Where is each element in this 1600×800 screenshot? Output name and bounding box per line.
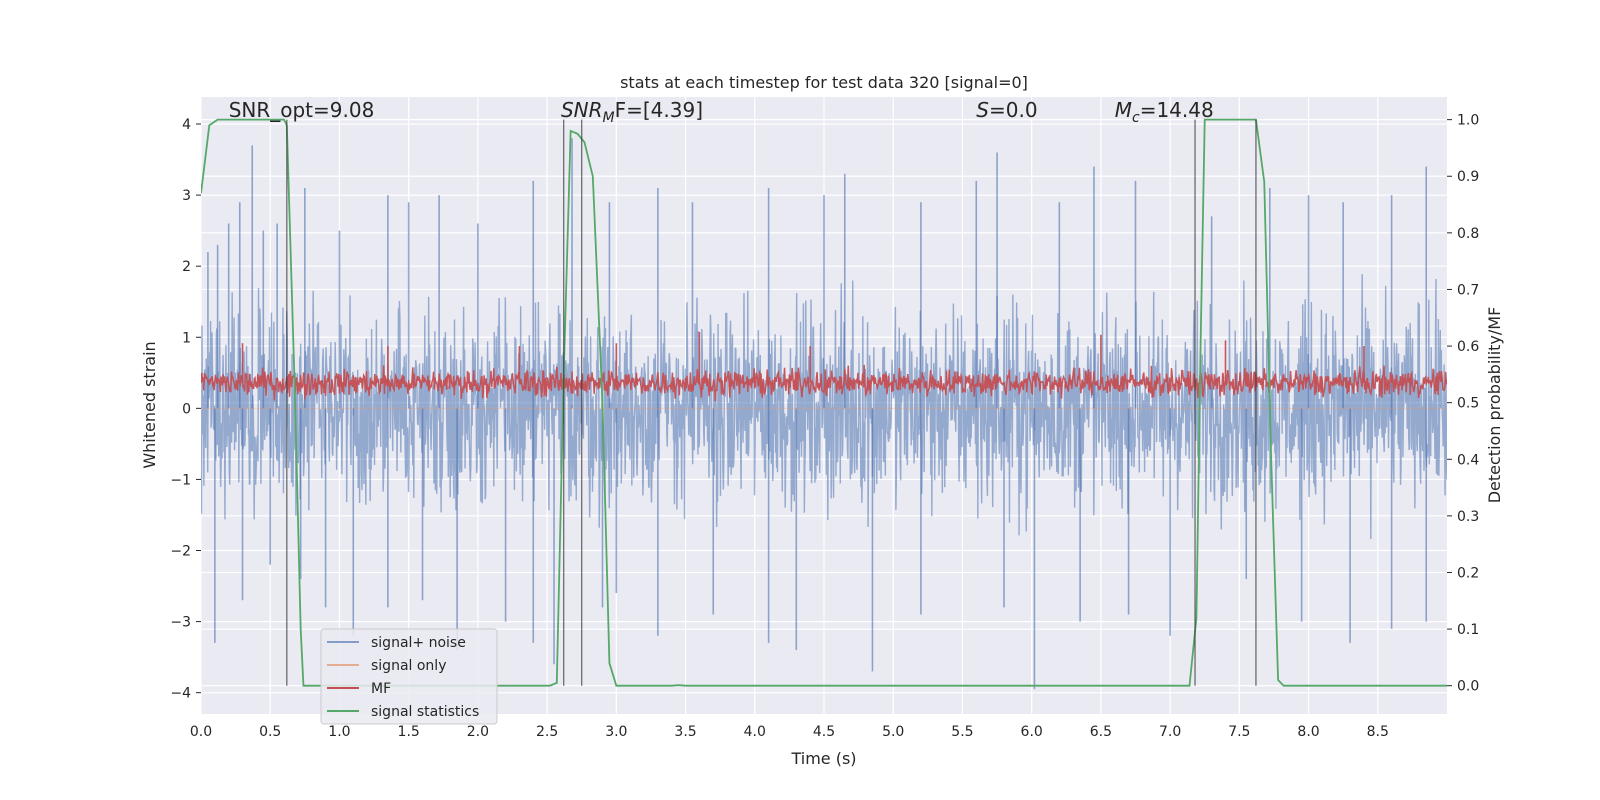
x-tick-label: 6.5 — [1090, 724, 1112, 740]
y-left-tick-label: 3 — [182, 188, 191, 204]
x-tick-label: 3.5 — [674, 724, 696, 740]
series-line — [201, 118, 1447, 687]
x-tick-label: 0.0 — [190, 724, 212, 740]
annotation-1: SNRMF=[4.39] — [561, 98, 703, 126]
x-tick-label: 4.5 — [813, 724, 835, 740]
x-tick-label: 2.0 — [467, 724, 489, 740]
y-right-tick-label: 0.9 — [1457, 169, 1479, 185]
x-tick-label: 1.0 — [328, 724, 350, 740]
series-layer — [201, 118, 1447, 690]
y-right-tick-label: 0.4 — [1457, 452, 1479, 468]
chart-title: stats at each timestep for test data 320… — [620, 73, 1028, 92]
legend-label: signal+ noise — [371, 635, 466, 651]
x-axis-ticks: 0.0 0.5 1.0 1.5 2.0 2.5 3.0 3.5 4.0 4.5 5.0 5.5 6.0 6… — [190, 724, 1389, 740]
annotation-0: SNR_opt=9.08 — [229, 98, 375, 122]
y-right-tick-label: 0.0 — [1457, 679, 1479, 695]
x-tick-label: 7.5 — [1228, 724, 1250, 740]
x-axis-label: Time (s) — [790, 749, 856, 768]
y-left-tick-label: −4 — [170, 686, 191, 702]
x-tick-label: 0.5 — [259, 724, 281, 740]
x-tick-label: 1.5 — [398, 724, 420, 740]
annotation-2: S=0.0 — [976, 98, 1037, 122]
y-left-tick-label: 2 — [182, 259, 191, 275]
y-left-tick-label: −2 — [170, 544, 191, 560]
x-tick-label: 2.5 — [536, 724, 558, 740]
annotations: SNR_opt=9.08 SNRMF=[4.39] S=0.0 Mc=14.48 — [229, 98, 1214, 126]
legend-label: signal only — [371, 658, 446, 674]
y-right-tick-label: 0.7 — [1457, 282, 1479, 298]
x-tick-label: 8.5 — [1367, 724, 1389, 740]
series-mf — [201, 331, 1447, 402]
legend: signal+ noise signal only MF signal statist… — [320, 628, 498, 725]
legend-box — [320, 628, 498, 725]
y-right-tick-label: 0.1 — [1457, 622, 1479, 638]
y-left-tick-label: 4 — [182, 117, 191, 133]
y-left-tick-label: −1 — [170, 472, 191, 488]
x-tick-label: 8.0 — [1297, 724, 1319, 740]
x-tick-label: 3.0 — [605, 724, 627, 740]
y-right-tick-label: 0.5 — [1457, 396, 1479, 412]
y-left-tick-label: −3 — [170, 615, 191, 631]
y-left-tick-label: 1 — [182, 330, 191, 346]
annotation-3: Mc=14.48 — [1115, 98, 1214, 126]
y-right-tick-label: 0.8 — [1457, 226, 1479, 242]
x-tick-label: 4.0 — [744, 724, 766, 740]
y-axis-label-right: Detection probability/MF — [1485, 307, 1504, 504]
y-right-tick-label: 0.3 — [1457, 509, 1479, 525]
y-right-tick-label: 0.6 — [1457, 339, 1479, 355]
y-axis-label-left: Whitened strain — [140, 341, 159, 468]
vlines-layer — [286, 119, 1257, 686]
x-tick-label: 6.0 — [1021, 724, 1043, 740]
x-tick-label: 5.5 — [951, 724, 973, 740]
y-right-axis-ticks: 1.0 0.9 0.8 0.7 0.6 0.5 0.4 0.3 0.2 0.1 0.0 — [1447, 113, 1479, 695]
y-right-tick-label: 1.0 — [1457, 113, 1479, 129]
x-tick-label: 5.0 — [882, 724, 904, 740]
y-left-tick-label: 0 — [182, 401, 191, 417]
legend-label: MF — [371, 681, 391, 697]
y-right-tick-label: 0.2 — [1457, 565, 1479, 581]
series-line — [201, 364, 1447, 402]
x-tick-label: 7.0 — [1159, 724, 1181, 740]
series-signal-statistics — [201, 118, 1447, 687]
y-left-axis-ticks: 4 3 2 1 0 −1 −2 −3 −4 — [170, 117, 201, 702]
legend-label: signal statistics — [371, 704, 479, 720]
